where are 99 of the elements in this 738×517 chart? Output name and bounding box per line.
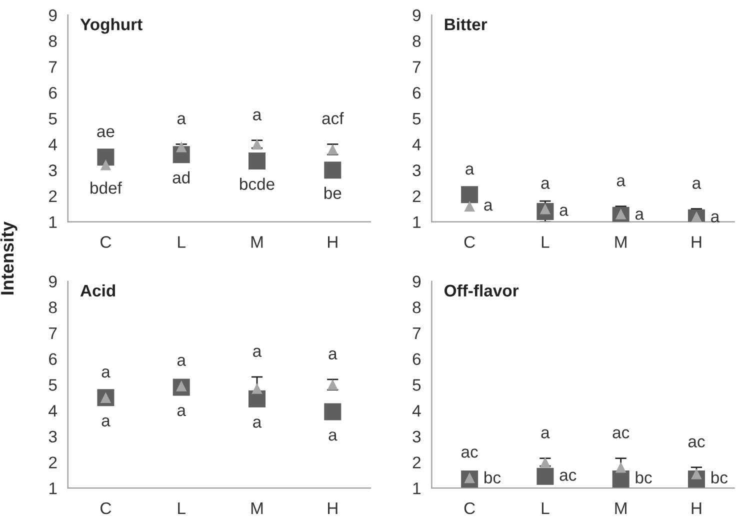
y-tick-label: 2	[49, 190, 57, 202]
data-label: ac	[461, 448, 478, 458]
data-label: a	[616, 177, 626, 186]
data-label: ae	[97, 128, 114, 138]
data-label: a	[177, 356, 186, 366]
y-tick-label: 5	[48, 379, 57, 391]
y-tick-label: 5	[412, 112, 421, 125]
y-tick-label: 7	[49, 61, 57, 73]
point	[176, 141, 187, 152]
y-tick-label: 2	[412, 190, 420, 202]
y-tick-label: 8	[48, 35, 57, 48]
data-label: a	[328, 432, 338, 441]
data-label: bcde	[240, 178, 274, 190]
y-tick-label: 6	[49, 353, 57, 365]
x-tick-label: L	[178, 502, 186, 514]
data-label: a	[177, 115, 186, 124]
point	[252, 383, 262, 394]
y-tick-label: 6	[49, 86, 57, 99]
y-tick-label: 2	[49, 456, 57, 468]
x-tick-label: H	[692, 502, 702, 514]
data-label: a	[466, 166, 474, 175]
y-tick-label: 7	[49, 328, 57, 339]
x-tick-label: M	[615, 236, 626, 248]
point	[536, 468, 554, 485]
y-tick-label: 7	[412, 328, 420, 339]
data-label: ad	[172, 171, 190, 184]
y-tick-label: 8	[412, 302, 421, 314]
point	[100, 160, 112, 170]
y-tick-label: 4	[412, 138, 421, 150]
y-tick-label: 4	[48, 138, 57, 150]
x-tick-label: C	[464, 236, 475, 248]
data-label: a	[560, 206, 568, 216]
data-label: be	[324, 186, 342, 199]
data-label: bdef	[90, 182, 122, 194]
x-tick-label: C	[464, 502, 475, 514]
x-tick-label: C	[100, 502, 112, 514]
y-tick-label: 1	[49, 216, 57, 228]
y-tick-label: 5	[48, 112, 57, 125]
data-label: ac	[688, 438, 705, 448]
y-tick-label: 2	[412, 456, 420, 468]
data-label: a	[102, 368, 110, 378]
point	[324, 162, 342, 179]
x-tick-label: H	[692, 236, 702, 248]
point	[324, 403, 342, 420]
y-tick-label: 3	[412, 164, 421, 176]
y-tick-label: 9	[412, 9, 421, 22]
x-tick-label: M	[251, 236, 263, 248]
data-label: a	[253, 418, 262, 428]
point	[612, 470, 630, 488]
data-label: ac	[560, 472, 576, 481]
y-axis-title: Intensity	[0, 221, 18, 294]
data-label: a	[692, 180, 702, 189]
y-tick-label: 3	[412, 430, 421, 443]
data-label: bc	[711, 471, 728, 484]
data-label: acf	[322, 112, 344, 124]
y-tick-label: 3	[48, 164, 57, 176]
x-tick-label: L	[542, 502, 550, 514]
x-tick-label: M	[615, 502, 626, 514]
y-tick-label: 8	[412, 35, 421, 48]
x-tick-label: C	[100, 236, 112, 248]
data-label: a	[541, 429, 550, 438]
chart-title: Acid	[80, 284, 116, 297]
y-tick-label: 4	[412, 405, 421, 417]
y-tick-label: 4	[48, 405, 57, 417]
data-label: bc	[636, 471, 652, 484]
data-label: a	[484, 202, 493, 211]
y-tick-label: 5	[412, 379, 421, 391]
chart-title: Yoghurt	[80, 18, 142, 34]
point	[248, 152, 266, 170]
data-label: a	[541, 180, 550, 189]
chart-title: Bitter	[444, 18, 488, 30]
y-tick-label: 3	[48, 430, 57, 443]
data-label: a	[102, 417, 110, 426]
y-tick-label: 6	[412, 353, 421, 365]
data-label: a	[635, 210, 644, 220]
y-tick-label: 7	[412, 61, 420, 73]
x-tick-label: H	[328, 502, 338, 514]
x-tick-label: M	[251, 502, 263, 514]
y-tick-label: 9	[48, 9, 57, 22]
chart-title: Off-flavor	[444, 284, 519, 297]
data-label: ac	[612, 429, 630, 438]
y-tick-label: 8	[48, 302, 57, 314]
x-tick-label: L	[542, 236, 550, 248]
data-label: a	[253, 348, 262, 357]
data-label: bc	[484, 471, 501, 484]
y-tick-label: 1	[413, 216, 420, 228]
point	[615, 462, 626, 473]
y-tick-label: 9	[412, 276, 421, 288]
x-tick-label: H	[328, 236, 338, 248]
data-label: a	[328, 350, 338, 360]
point	[97, 148, 114, 166]
y-tick-label: 6	[412, 86, 421, 99]
data-label: a	[253, 111, 262, 120]
y-tick-label: 1	[49, 482, 57, 494]
data-label: a	[711, 213, 720, 222]
x-tick-label: L	[178, 236, 186, 248]
y-tick-label: 1	[413, 482, 420, 494]
data-label: a	[177, 407, 186, 416]
y-tick-label: 9	[48, 276, 57, 288]
